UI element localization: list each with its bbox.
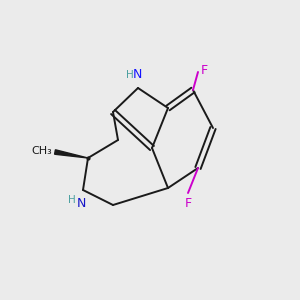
Text: N: N xyxy=(76,197,86,210)
Text: N: N xyxy=(132,68,142,81)
Text: H: H xyxy=(68,195,76,205)
Polygon shape xyxy=(55,150,88,158)
Text: F: F xyxy=(184,197,192,210)
Text: CH₃: CH₃ xyxy=(31,146,52,156)
Text: F: F xyxy=(201,64,208,76)
Text: H: H xyxy=(126,70,134,80)
